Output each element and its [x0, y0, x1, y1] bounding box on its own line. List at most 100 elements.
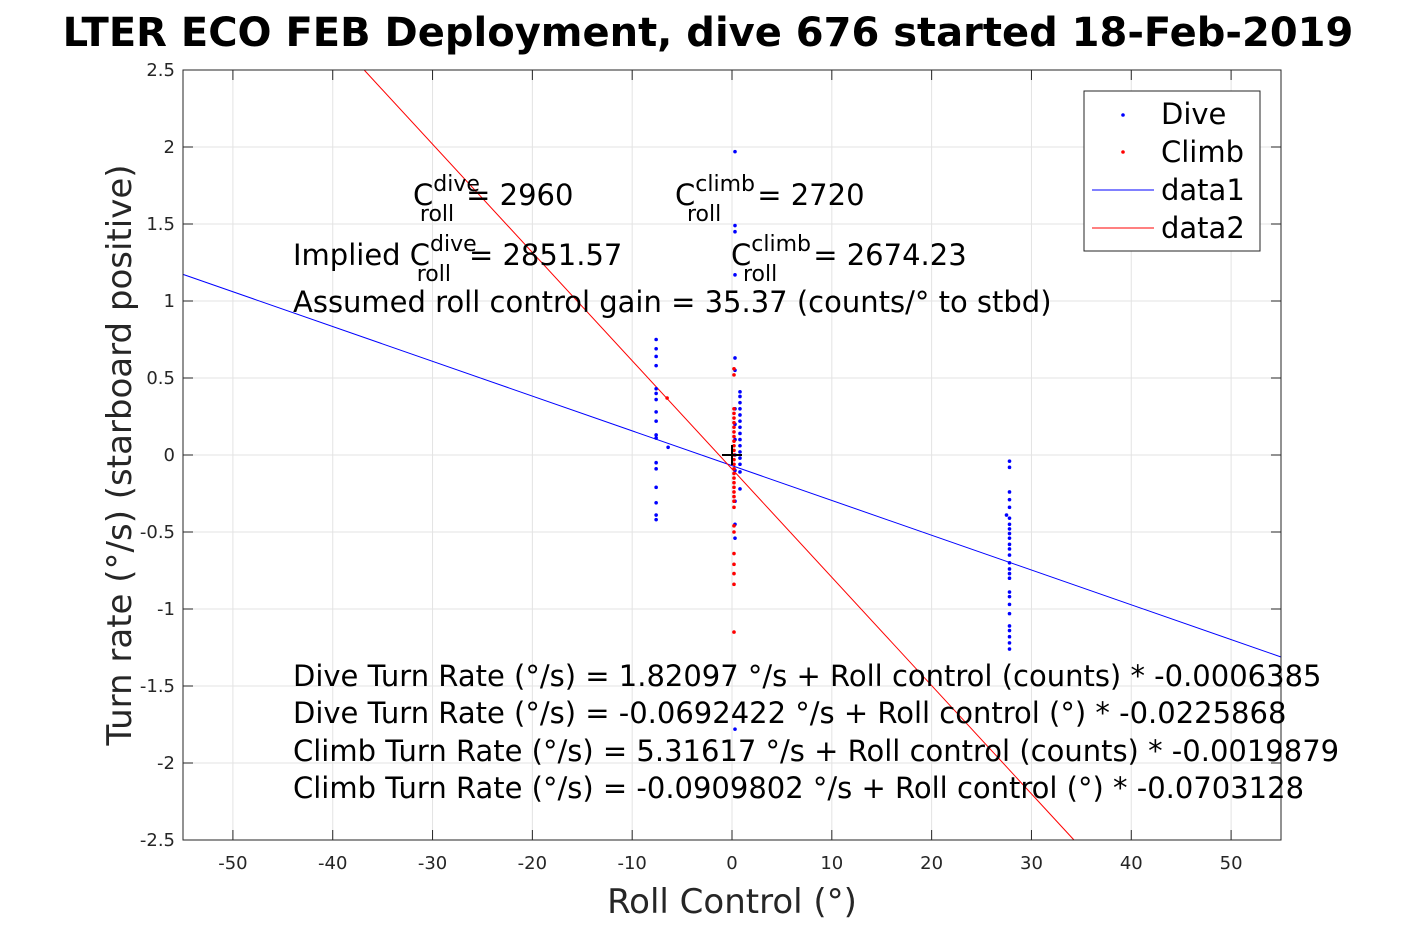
climb-point — [732, 373, 736, 377]
dive-point — [1007, 590, 1012, 594]
y-tick-label: -1.5 — [140, 676, 175, 697]
dive-point — [1007, 516, 1012, 520]
origin-marker — [722, 445, 742, 465]
dive-point — [738, 419, 742, 423]
dive-point — [654, 354, 658, 359]
annotations: Cdive roll= 2960 Cclimb roll= 2720 Implied… — [293, 172, 1339, 805]
legend-data2-label: data2 — [1161, 211, 1245, 245]
climb-point — [732, 476, 736, 480]
legend-box — [1083, 90, 1261, 252]
climb-point — [732, 407, 736, 411]
climb-point — [732, 485, 736, 490]
dive-point — [738, 390, 742, 394]
implied-climb-annotation: Cclimb roll= 2674.23 — [731, 232, 967, 287]
dive-point — [1007, 522, 1012, 527]
dive-point — [654, 337, 658, 342]
dive-point — [733, 536, 737, 540]
dive-point — [1007, 628, 1012, 633]
dive-point — [1007, 465, 1012, 470]
dive-point — [1007, 459, 1012, 463]
y-tick-label: 0.5 — [146, 368, 175, 389]
dive-point — [1007, 531, 1012, 536]
climb-point — [732, 524, 736, 528]
x-tick-label: 30 — [1020, 853, 1043, 874]
implied-dive-annotation: Implied Cdive roll= 2851.57 — [293, 232, 622, 287]
climb-point — [732, 630, 736, 634]
equation-4: Climb Turn Rate (°/s) = -0.0909802 °/s +… — [293, 771, 1304, 805]
x-tick-label: -50 — [218, 853, 247, 874]
dive-point — [654, 346, 658, 351]
dive-point — [654, 386, 658, 391]
dive-point — [738, 431, 742, 436]
climb-point — [732, 494, 736, 499]
dive-point — [1007, 497, 1012, 502]
axis-ticks: -50 -40 -30 -20 -10 0 10 20 30 40 50-2.5-2-1.5-1-0… — [140, 60, 1281, 874]
gain-annotation: Assumed roll control gain = 35.37 (count… — [293, 285, 1052, 319]
dive-point — [1007, 634, 1012, 639]
dive-point — [733, 727, 737, 731]
climb-point — [732, 416, 736, 420]
dive-point — [733, 223, 737, 228]
dive-point — [738, 413, 742, 417]
x-tick-label: 0 — [726, 853, 737, 874]
x-tick-label: -40 — [318, 853, 347, 874]
dive-point — [738, 394, 742, 399]
dive-point — [1007, 571, 1012, 576]
dive-point — [733, 149, 737, 154]
y-tick-label: 1 — [164, 291, 175, 312]
data1-line — [182, 273, 1282, 658]
dive-point — [738, 450, 742, 454]
y-tick-label: 2.5 — [146, 60, 175, 81]
dive-point — [1007, 505, 1012, 510]
climb-point — [732, 582, 736, 587]
legend: Dive Climb data1 data2 — [1083, 90, 1261, 252]
dive-point — [654, 436, 658, 440]
dive-point — [654, 391, 658, 396]
c-roll-dive-annotation: Cdive roll= 2960 — [413, 172, 573, 227]
y-tick-label: -1 — [157, 599, 175, 620]
legend-climb-label: Climb — [1161, 135, 1244, 169]
dive-point — [738, 456, 742, 460]
chart-title: LTER ECO FEB Deployment, dive 676 starte… — [63, 10, 1354, 56]
climb-point — [732, 562, 736, 567]
y-tick-label: 2 — [164, 137, 175, 158]
dive-point — [738, 425, 742, 430]
dive-point — [654, 517, 658, 522]
y-tick-label: 0 — [164, 445, 175, 466]
x-tick-label: 20 — [920, 853, 943, 874]
dive-point — [1007, 576, 1012, 580]
x-tick-label: -20 — [518, 853, 547, 874]
dive-point — [1007, 542, 1012, 547]
legend-climb-symbol — [1121, 150, 1125, 154]
dive-point — [654, 500, 658, 505]
dive-point — [738, 443, 742, 448]
x-tick-label: 50 — [1220, 853, 1243, 874]
dive-point — [654, 467, 658, 471]
dive-point — [733, 229, 737, 234]
dive-point — [654, 513, 658, 517]
plot-border — [182, 69, 1282, 841]
dive-point — [1007, 594, 1012, 599]
equation-1: Dive Turn Rate (°/s) = 1.82097 °/s + Rol… — [293, 659, 1321, 693]
climb-point — [732, 425, 736, 430]
climb-point — [732, 439, 736, 443]
dive-point — [1007, 602, 1012, 607]
dive-point — [738, 437, 742, 442]
x-tick-label: 40 — [1120, 853, 1143, 874]
y-tick-label: -2 — [157, 753, 175, 774]
dive-point — [1007, 547, 1012, 551]
equation-3: Climb Turn Rate (°/s) = 5.31617 °/s + Ro… — [293, 734, 1339, 768]
climb-point — [732, 467, 736, 471]
dive-point — [738, 400, 742, 405]
x-tick-label: 10 — [820, 853, 843, 874]
dive-point — [1007, 490, 1012, 494]
dive-point — [733, 356, 737, 360]
climb-point — [732, 499, 736, 504]
climb-point — [732, 443, 736, 448]
dive-point — [733, 273, 737, 277]
dive-point — [1007, 647, 1012, 651]
fit-lines — [182, 69, 1282, 841]
y-tick-label: 1.5 — [146, 214, 175, 235]
legend-dive-label: Dive — [1161, 97, 1226, 131]
c-roll-climb-annotation: Cclimb roll= 2720 — [675, 172, 865, 227]
